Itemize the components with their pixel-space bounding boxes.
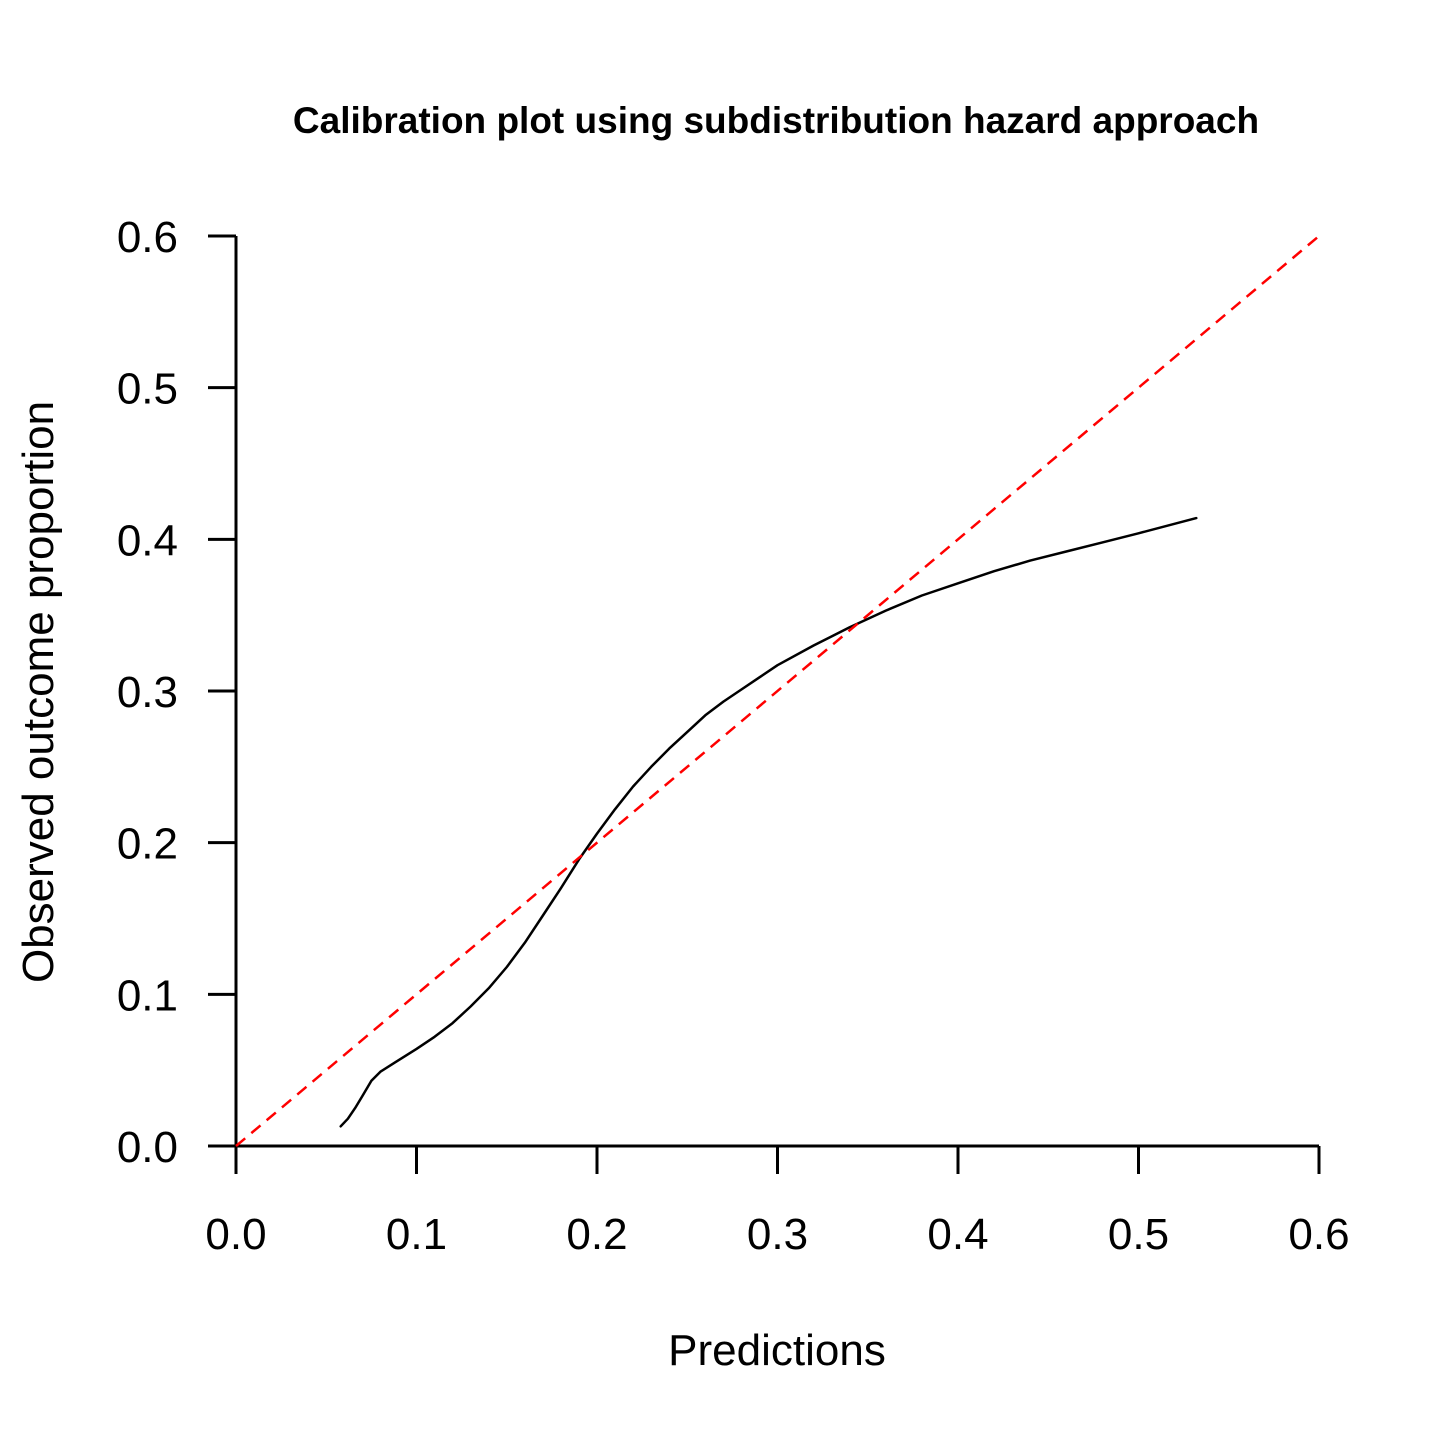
y-axis-label: Observed outcome proportion [14, 401, 63, 983]
x-tick-label: 0.2 [566, 1210, 627, 1259]
x-tick-label: 0.3 [747, 1210, 808, 1259]
axes: 0.0 0.1 0.2 0.3 0.4 0.5 0.6 0.0 0.1 0.2 0.3 0.4 0.5 0… [117, 213, 1350, 1259]
reference-diagonal-line [235, 235, 1320, 1147]
y-tick-label: 0.6 [117, 213, 178, 262]
series-layer [235, 235, 1320, 1147]
y-tick-label: 0.4 [117, 516, 178, 565]
x-tick-label: 0.4 [927, 1210, 988, 1259]
y-tick-label: 0.2 [117, 820, 178, 869]
y-tick-label: 0.0 [117, 1123, 178, 1172]
chart-title: Calibration plot using subdistribution h… [293, 100, 1259, 141]
x-tick-label: 0.0 [205, 1210, 266, 1259]
x-tick-label: 0.6 [1288, 1210, 1349, 1259]
y-tick-label: 0.3 [117, 668, 178, 717]
y-tick-label: 0.5 [117, 365, 178, 414]
x-axis-label: Predictions [668, 1326, 886, 1375]
x-tick-label: 0.1 [386, 1210, 447, 1259]
y-tick-label: 0.1 [117, 971, 178, 1020]
x-tick-label: 0.5 [1108, 1210, 1169, 1259]
calibration-curve-line [339, 516, 1198, 1128]
